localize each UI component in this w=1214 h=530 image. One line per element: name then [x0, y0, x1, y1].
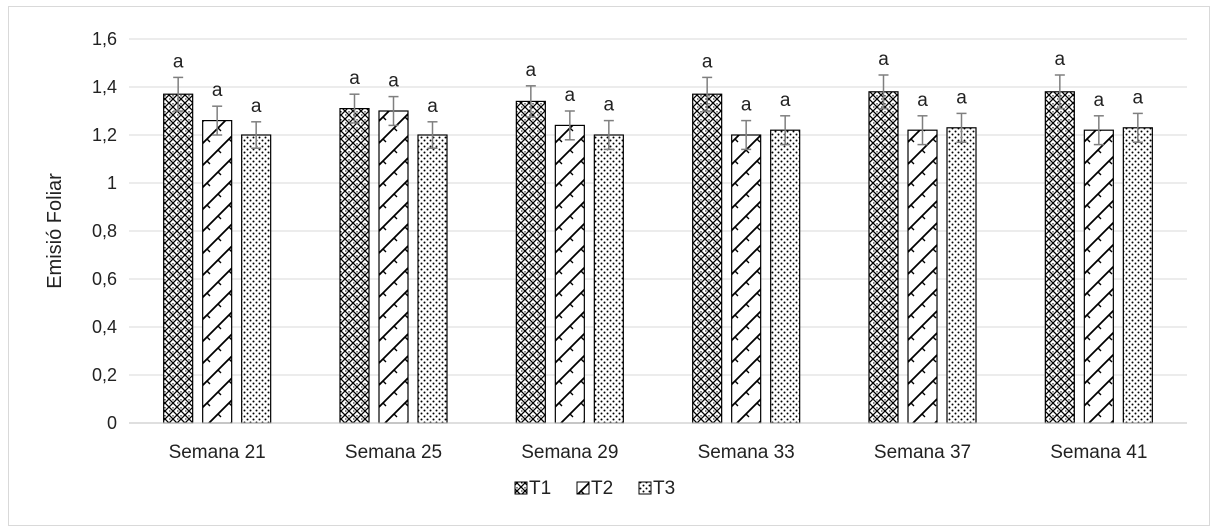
bar-t1 [1044, 91, 1075, 424]
bar-t2 [202, 119, 233, 424]
error-bar [1132, 112, 1143, 143]
x-category-label: Semana 29 [521, 442, 618, 463]
error-bar [564, 110, 575, 141]
legend: T1 T2 T3 [514, 478, 675, 499]
significance-label: a [526, 60, 537, 81]
error-bar [702, 76, 713, 112]
y-tick-label: 0,8 [92, 221, 117, 241]
error-bar [780, 115, 791, 146]
significance-label: a [349, 68, 360, 89]
bar-t1 [868, 91, 899, 424]
x-category-label: Semana 33 [698, 442, 795, 463]
error-bar [212, 105, 223, 136]
significance-label: a [173, 51, 184, 72]
bar-t1 [692, 93, 723, 424]
significance-label: a [780, 90, 791, 111]
bar-t2 [378, 110, 409, 424]
significance-label: a [1094, 90, 1105, 111]
bar-t3 [1122, 127, 1153, 424]
y-tick-label: 0,6 [92, 269, 117, 289]
error-bar [878, 74, 889, 110]
bar-t2 [907, 129, 938, 424]
error-bar [427, 121, 438, 149]
error-bar [956, 112, 967, 143]
significance-label: a [1055, 49, 1066, 70]
error-bar [1093, 115, 1104, 146]
y-axis-ticks: 0 0,2 0,4 0,6 0,8 1 1,2 1,4 1,6 [92, 29, 117, 433]
significance-label: a [956, 87, 967, 108]
error-bar [251, 121, 262, 149]
y-tick-label: 0,4 [92, 317, 117, 337]
y-axis-title: Emisió Foliar [44, 173, 66, 289]
bar-t3 [770, 129, 801, 424]
significance-label: a [427, 96, 438, 117]
error-bar [388, 95, 399, 127]
bar-t2 [731, 134, 762, 424]
significance-label: a [212, 80, 223, 101]
significance-label: a [251, 96, 262, 117]
bar-t2 [1083, 129, 1114, 424]
y-tick-label: 1,6 [92, 29, 117, 49]
y-tick-label: 1,4 [92, 77, 117, 97]
bars [163, 91, 1153, 424]
legend-label: T3 [653, 478, 675, 499]
error-bar [1054, 74, 1065, 110]
x-category-label: Semana 21 [169, 442, 266, 463]
y-tick-label: 0 [107, 413, 117, 433]
significance-label: a [917, 90, 928, 111]
legend-swatch-t2 [576, 481, 590, 495]
bar-t2 [554, 124, 585, 424]
significance-labels: a a a a a a a a a a a a a a a a a a [173, 49, 1144, 117]
significance-label: a [702, 51, 713, 72]
significance-label: a [741, 95, 752, 116]
y-tick-label: 0,2 [92, 365, 117, 385]
x-category-label: Semana 37 [874, 442, 971, 463]
significance-label: a [388, 71, 399, 92]
legend-label: T1 [529, 478, 551, 499]
error-bar [173, 76, 184, 112]
significance-label: a [1133, 87, 1144, 108]
legend-swatch-t1 [514, 481, 528, 495]
bar-t1 [515, 100, 546, 424]
error-bar [741, 119, 752, 151]
error-bar [603, 119, 614, 151]
error-bar [525, 85, 536, 118]
bar-t3 [241, 134, 272, 424]
gridlines [129, 38, 1187, 376]
legend-label: T2 [591, 478, 613, 499]
x-category-label: Semana 25 [345, 442, 442, 463]
bar-t3 [946, 127, 977, 424]
bar-t1 [339, 107, 370, 424]
legend-swatch-t3 [638, 481, 652, 495]
bar-t3 [417, 134, 448, 424]
significance-label: a [565, 85, 576, 106]
error-bar [349, 93, 360, 124]
bar-t1 [163, 93, 194, 424]
significance-label: a [878, 49, 889, 70]
y-tick-label: 1,2 [92, 125, 117, 145]
x-category-label: Semana 41 [1050, 442, 1147, 463]
bar-t3 [593, 134, 624, 424]
y-tick-label: 1 [107, 173, 117, 193]
significance-label: a [604, 95, 615, 116]
error-bar [917, 115, 928, 146]
x-axis-categories: Semana 21 Semana 25 Semana 29 Semana 33 Sema… [169, 442, 1148, 463]
error-bars [173, 74, 1143, 151]
